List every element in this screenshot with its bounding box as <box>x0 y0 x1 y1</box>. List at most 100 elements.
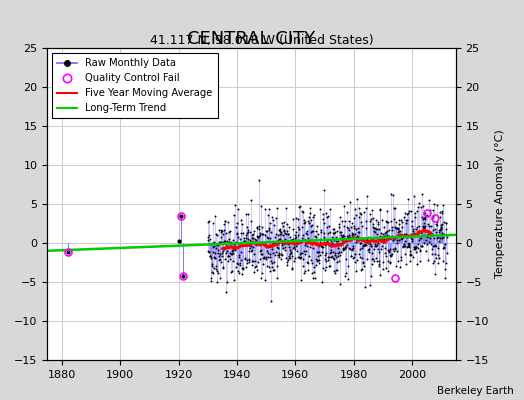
Point <box>390 236 398 242</box>
Point <box>321 236 330 242</box>
Point <box>292 237 301 243</box>
Point <box>353 196 361 202</box>
Point <box>400 243 408 250</box>
Point <box>258 241 267 248</box>
Point <box>368 250 376 256</box>
Point <box>428 246 436 252</box>
Point <box>261 277 269 284</box>
Point <box>216 239 224 246</box>
Point <box>400 231 408 238</box>
Point <box>355 214 364 221</box>
Point <box>318 249 326 256</box>
Point <box>319 229 328 236</box>
Point <box>342 255 350 262</box>
Point <box>259 231 268 237</box>
Point <box>241 255 249 261</box>
Point <box>363 237 372 244</box>
Point <box>422 231 430 238</box>
Point <box>262 244 270 250</box>
Point <box>206 253 214 260</box>
Point <box>425 230 434 236</box>
Point <box>236 259 245 266</box>
Point <box>364 239 372 246</box>
Point <box>352 238 361 245</box>
Point <box>205 218 213 224</box>
Point <box>313 241 321 247</box>
Point <box>311 233 319 240</box>
Point <box>383 228 391 234</box>
Point <box>252 240 260 246</box>
Point <box>316 252 324 258</box>
Point <box>245 258 253 265</box>
Point <box>242 211 250 218</box>
Point <box>248 247 257 253</box>
Point <box>374 240 382 246</box>
Point <box>398 235 406 241</box>
Point <box>253 224 261 230</box>
Point <box>215 226 223 233</box>
Point <box>340 223 348 230</box>
Point <box>233 231 241 237</box>
Point <box>424 233 432 239</box>
Point <box>264 250 272 257</box>
Point <box>295 237 303 244</box>
Point <box>321 267 329 273</box>
Point <box>281 246 289 253</box>
Point <box>254 234 263 240</box>
Point <box>332 234 341 240</box>
Point <box>422 213 430 220</box>
Point <box>261 239 269 246</box>
Point <box>291 232 300 238</box>
Point <box>228 258 237 264</box>
Point <box>300 217 309 223</box>
Point <box>301 268 309 274</box>
Point <box>265 206 273 212</box>
Point <box>204 234 212 240</box>
Point <box>274 252 282 259</box>
Point <box>209 270 217 276</box>
Point <box>249 244 257 250</box>
Point <box>438 210 446 217</box>
Point <box>237 249 245 256</box>
Point <box>404 241 412 248</box>
Point <box>394 229 402 235</box>
Point <box>431 221 440 228</box>
Point <box>297 254 305 260</box>
Point <box>230 245 238 252</box>
Point <box>362 225 370 232</box>
Point <box>367 261 376 267</box>
Point <box>282 255 290 262</box>
Point <box>255 231 264 238</box>
Point <box>288 244 297 251</box>
Point <box>263 234 271 240</box>
Point <box>233 230 241 236</box>
Point <box>337 237 346 243</box>
Point <box>336 214 344 220</box>
Point <box>330 267 339 274</box>
Point <box>407 231 415 237</box>
Point <box>302 242 311 249</box>
Point <box>333 250 342 256</box>
Point <box>227 269 235 276</box>
Point <box>374 248 383 255</box>
Point <box>361 242 369 248</box>
Point <box>363 237 372 243</box>
Point <box>281 231 290 237</box>
Point <box>356 254 364 261</box>
Point <box>403 195 412 202</box>
Point <box>397 257 405 264</box>
Point <box>321 252 330 258</box>
Point <box>254 259 262 265</box>
Point <box>232 224 241 230</box>
Point <box>420 215 428 221</box>
Point <box>229 237 237 243</box>
Point <box>307 256 315 263</box>
Point <box>234 206 242 212</box>
Point <box>322 210 331 216</box>
Point <box>207 275 215 281</box>
Point <box>368 206 377 213</box>
Point <box>303 259 312 266</box>
Point <box>433 222 441 228</box>
Point <box>350 231 358 238</box>
Point <box>370 224 378 231</box>
